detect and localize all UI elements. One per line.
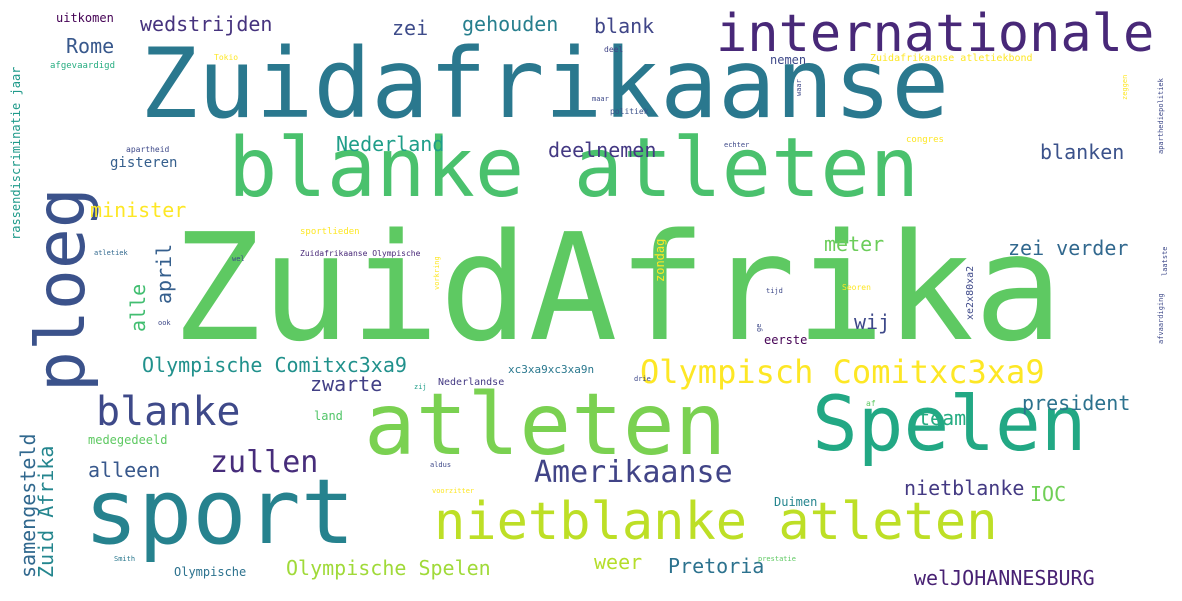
- cloud-word: xc3xa9xc3xa9n: [508, 363, 595, 376]
- cloud-word: april: [152, 243, 176, 304]
- cloud-word: zondag: [653, 238, 667, 282]
- cloud-word: IOC: [1030, 482, 1067, 506]
- cloud-word: Zuid Afrika: [34, 445, 58, 578]
- cloud-word: zei verder: [1008, 236, 1129, 260]
- cloud-word: blanken: [1040, 140, 1125, 164]
- cloud-word: deel: [604, 45, 624, 54]
- cloud-word: sport: [84, 460, 355, 565]
- cloud-word: aparthediepolitiek: [1157, 78, 1165, 154]
- cloud-word: wij: [854, 310, 891, 334]
- cloud-word: uitkomen: [56, 11, 114, 25]
- cloud-word: sportlieden: [300, 227, 360, 237]
- cloud-word: afgevaardigd: [50, 61, 116, 71]
- cloud-word: atletiek: [94, 249, 128, 257]
- cloud-word: ZuidAfrika: [172, 202, 1064, 374]
- cloud-word: aldus: [430, 461, 452, 469]
- cloud-word: blank: [594, 14, 655, 38]
- cloud-word: drie: [634, 375, 651, 383]
- cloud-word: Zuidafrikaanse atletiekbond: [870, 53, 1033, 64]
- cloud-word: ge: [755, 323, 763, 332]
- cloud-word: nietblanke: [904, 476, 1025, 500]
- cloud-word: Nederland: [336, 132, 445, 156]
- cloud-word: president: [1022, 391, 1131, 415]
- cloud-word: land: [314, 409, 343, 423]
- cloud-word: Spelen: [812, 379, 1087, 468]
- cloud-word: deelnemen: [548, 138, 657, 162]
- cloud-word: waar: [795, 79, 803, 96]
- cloud-word: zullen: [210, 445, 319, 480]
- cloud-word: atleten: [364, 375, 727, 475]
- cloud-word: af: [866, 399, 876, 408]
- cloud-word: wel: [232, 255, 245, 263]
- cloud-word: Seoren: [842, 283, 871, 292]
- cloud-word: afvaardiging: [1157, 293, 1165, 344]
- cloud-word: Nederlandse: [438, 377, 505, 388]
- cloud-word: Amerikaanse: [534, 455, 733, 490]
- cloud-word: Rome: [66, 34, 115, 58]
- cloud-word: Olympische Comitxc3xa9: [142, 353, 407, 377]
- cloud-word: minister: [90, 198, 187, 222]
- cloud-word: gisteren: [110, 155, 178, 171]
- cloud-word: Zuidafrikaanse: [140, 28, 950, 140]
- cloud-word: zwarte: [310, 372, 383, 396]
- cloud-word: Olympische Spelen: [286, 556, 491, 580]
- cloud-word: prestatie: [758, 555, 796, 563]
- cloud-word: echter: [724, 141, 750, 149]
- cloud-word: zeggen: [1121, 74, 1129, 100]
- cloud-word: Olympisch Comitxc3xa9: [640, 353, 1045, 391]
- cloud-word: maar: [592, 95, 609, 103]
- cloud-word: ook: [158, 319, 171, 327]
- cloud-word: rassendiscriminatie jaar: [9, 66, 23, 240]
- cloud-word: internationale: [716, 4, 1155, 64]
- cloud-word: meter: [824, 232, 885, 256]
- cloud-word: Tokio: [214, 53, 239, 62]
- cloud-word: vorkring: [433, 256, 441, 290]
- cloud-word: medegedeeld: [88, 433, 168, 447]
- cloud-word: team: [918, 406, 967, 430]
- cloud-word: Olympische: [174, 565, 247, 579]
- cloud-word: congres: [906, 135, 944, 145]
- cloud-word: voorzitter: [432, 487, 475, 495]
- cloud-word: Pretoria: [668, 554, 765, 578]
- cloud-word: xe2x80xa2: [965, 265, 976, 320]
- cloud-word: alle: [126, 283, 150, 332]
- cloud-word: Zuidafrikaanse Olympische: [300, 249, 421, 258]
- cloud-word: eerste: [764, 333, 808, 347]
- cloud-word: blanke: [96, 389, 241, 435]
- cloud-word: blanke atleten: [228, 121, 920, 216]
- cloud-word: wedstrijden: [140, 12, 273, 36]
- cloud-word: nemen: [770, 53, 807, 67]
- cloud-word: weer: [594, 550, 643, 574]
- cloud-word: zei: [392, 16, 429, 40]
- cloud-word: ploeg: [22, 187, 101, 392]
- cloud-word: alleen: [88, 458, 161, 482]
- cloud-word: nietblanke atleten: [434, 492, 998, 552]
- cloud-word: apartheid: [126, 145, 170, 154]
- cloud-word: tijd: [766, 287, 783, 295]
- cloud-word: welJOHANNESBURG: [914, 566, 1095, 590]
- cloud-word: Smith: [114, 555, 136, 563]
- cloud-word: Duimen: [774, 495, 818, 509]
- cloud-word: zij: [414, 383, 427, 391]
- cloud-word: politiek: [610, 107, 649, 116]
- cloud-word: gehouden: [462, 12, 559, 36]
- cloud-word: laatste: [1161, 246, 1169, 276]
